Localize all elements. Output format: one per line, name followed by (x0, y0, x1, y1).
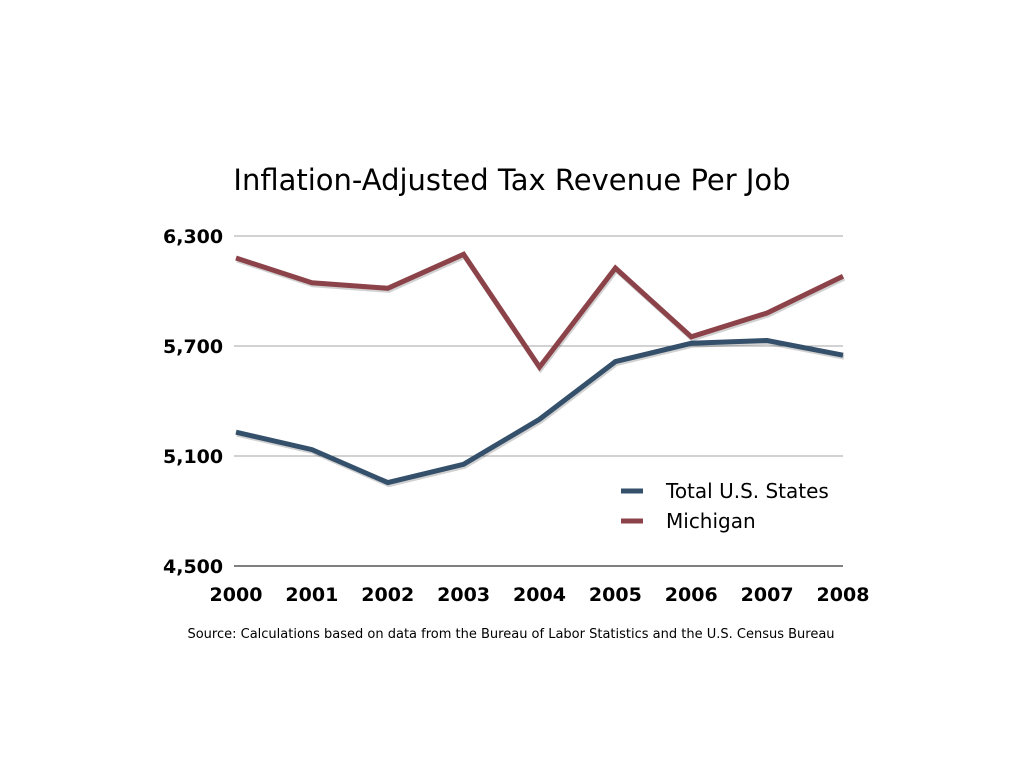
series-line-total-u-s-states (235, 337, 844, 486)
x-tick-label: 2007 (741, 584, 794, 606)
y-axis-ticks: 4,500 5,100 5,700 6,300 (163, 226, 223, 578)
x-tick-label: 2001 (285, 584, 338, 606)
chart-title: Inflation-Adjusted Tax Revenue Per Job (233, 163, 790, 197)
y-tick-label: 4,500 (163, 556, 223, 578)
legend: Total U.S. States Michigan (621, 479, 829, 533)
x-axis-ticks: 2000 2001 2002 2003 2004 2005 2006 2007 2008 (210, 584, 870, 606)
legend-label: Total U.S. States (665, 479, 829, 503)
series-line-shadow (236, 253, 846, 374)
legend-label: Michigan (666, 509, 756, 533)
y-tick-label: 5,700 (163, 336, 223, 358)
x-tick-label: 2002 (361, 584, 414, 606)
gridlines (234, 235, 843, 567)
source-note: Source: Calculations based on data from … (187, 627, 834, 642)
x-tick-label: 2005 (589, 584, 642, 606)
x-tick-label: 2006 (665, 584, 718, 606)
y-tick-label: 5,100 (163, 446, 223, 468)
x-tick-label: 2000 (210, 584, 263, 606)
x-tick-label: 2008 (817, 584, 870, 606)
series-line-michigan (235, 251, 845, 372)
x-tick-label: 2004 (513, 584, 566, 606)
series-lines (235, 251, 846, 488)
y-tick-label: 6,300 (163, 226, 223, 248)
x-tick-label: 2003 (437, 584, 490, 606)
